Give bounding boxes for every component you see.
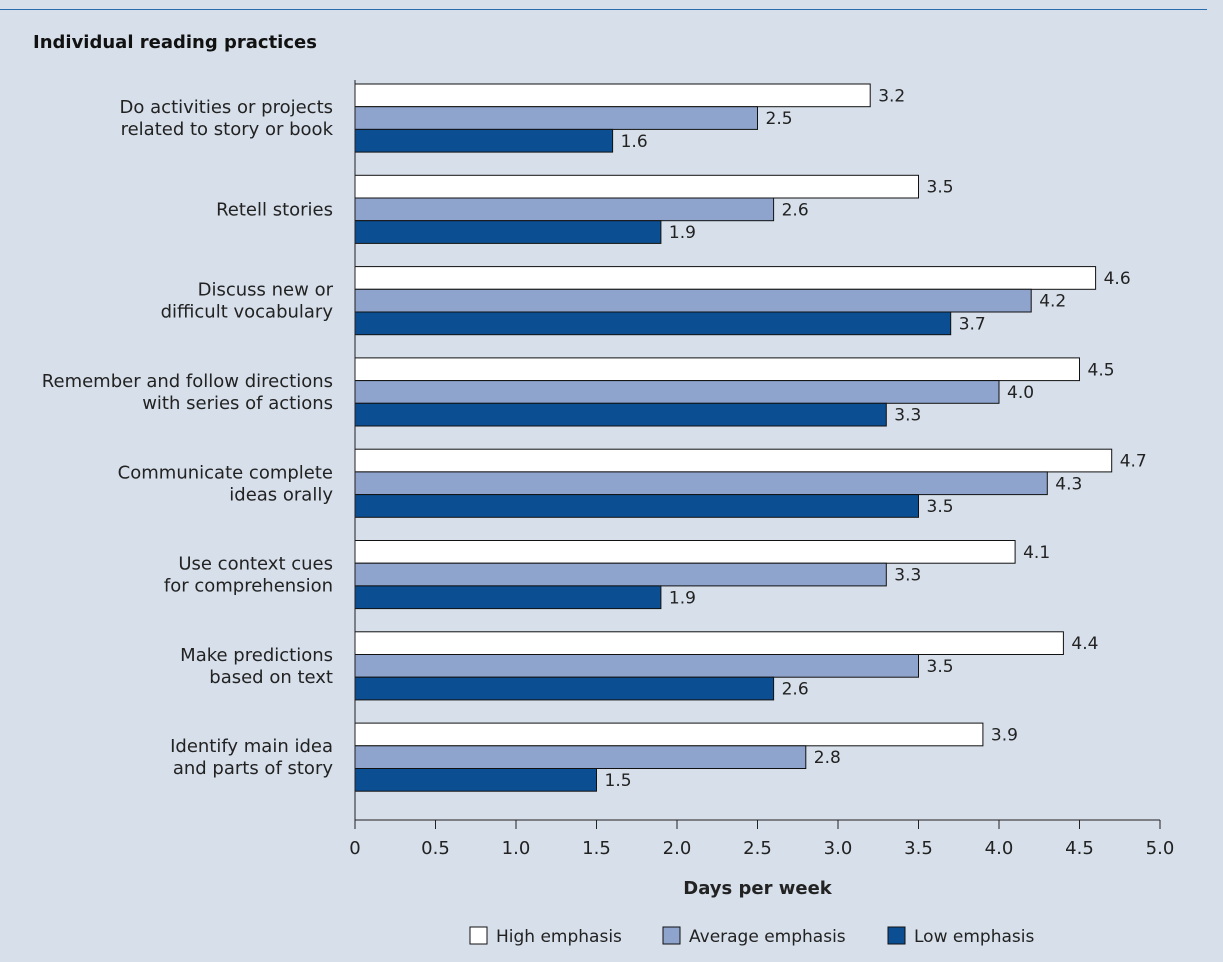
data-label: 2.6: [782, 200, 809, 220]
data-label: 4.4: [1071, 634, 1098, 654]
bar-2-6: [354, 562, 887, 587]
legend-label: Average emphasis: [689, 927, 846, 947]
x-tick-label: 5.0: [1146, 838, 1175, 859]
bar-3-8: [354, 768, 597, 792]
bar-2-8: [354, 745, 807, 769]
category-label: related to story or book: [121, 119, 334, 140]
bar-3-6: [354, 585, 662, 610]
data-label: 3.7: [959, 314, 986, 334]
bar-1-1: [354, 83, 871, 108]
x-tick-label: 3.5: [904, 838, 933, 859]
category-label: with series of actions: [142, 393, 333, 414]
data-label: 2.5: [766, 109, 793, 129]
bar-3-2: [354, 220, 662, 244]
category-label: ideas orally: [229, 484, 333, 505]
category-label: Retell stories: [216, 199, 333, 220]
bar-3-5: [354, 494, 919, 518]
bar-1-4: [354, 357, 1080, 382]
bar-2-4: [354, 380, 1000, 404]
legend-label: High emphasis: [496, 927, 622, 947]
data-label: 4.0: [1007, 383, 1034, 403]
bar-2-5: [354, 471, 1048, 496]
legend-label: Low emphasis: [914, 927, 1034, 947]
category-label: Make predictions: [180, 645, 333, 666]
bar-3-7: [354, 676, 775, 701]
bar-3-3: [354, 311, 952, 336]
x-tick-label: 4.0: [985, 838, 1014, 859]
x-tick-label: 3.0: [824, 838, 853, 859]
data-label: 4.2: [1039, 292, 1066, 312]
x-tick-label: 4.5: [1065, 838, 1094, 859]
bar-1-5: [354, 448, 1113, 473]
data-label: 4.5: [1088, 360, 1115, 380]
bar-3-1: [354, 128, 614, 153]
data-label: 3.5: [927, 497, 954, 517]
data-label: 4.1: [1023, 543, 1050, 563]
data-label: 2.6: [782, 680, 809, 700]
data-label: 3.3: [894, 406, 921, 426]
data-label: 3.5: [927, 178, 954, 198]
data-label: 1.6: [621, 132, 648, 152]
data-label: 3.3: [894, 566, 921, 586]
x-tick-label: 2.5: [743, 838, 772, 859]
bar-2-3: [354, 288, 1032, 313]
category-label: Identify main idea: [170, 736, 333, 757]
data-label: 2.8: [814, 748, 841, 768]
x-tick-label: 0: [349, 838, 360, 859]
bar-1-7: [354, 631, 1064, 655]
top-rule: [0, 9, 1207, 10]
data-label: 3.5: [927, 657, 954, 677]
bar-1-2: [354, 174, 919, 199]
category-label: based on text: [209, 667, 333, 688]
chart-title: Individual reading practices: [33, 32, 317, 53]
data-label: 4.7: [1120, 452, 1147, 472]
x-tick-label: 1.5: [582, 838, 611, 859]
category-label: Use context cues: [178, 554, 333, 575]
category-label: for comprehension: [164, 576, 333, 597]
category-label: Remember and follow directions: [42, 371, 333, 392]
data-label: 3.2: [878, 86, 905, 106]
legend-swatch: [662, 926, 681, 945]
data-label: 1.9: [669, 588, 696, 608]
category-label: difficult vocabulary: [161, 302, 334, 323]
category-label: Discuss new or: [198, 280, 334, 301]
data-label: 1.5: [605, 771, 632, 791]
category-label: and parts of story: [173, 758, 334, 779]
x-tick-label: 1.0: [502, 838, 531, 859]
data-label: 4.3: [1055, 474, 1082, 494]
category-label: Do activities or projects: [120, 97, 333, 118]
data-label: 3.9: [991, 725, 1018, 745]
bar-2-7: [354, 654, 919, 678]
legend-swatch: [887, 926, 906, 945]
bar-2-1: [354, 106, 758, 130]
bar-2-2: [354, 197, 775, 222]
x-tick-label: 0.5: [421, 838, 450, 859]
legend-swatch: [469, 926, 488, 945]
category-label: Communicate complete: [118, 462, 333, 483]
x-axis-title: Days per week: [683, 878, 833, 899]
bar-1-3: [354, 266, 1097, 290]
x-tick-label: 2.0: [663, 838, 692, 859]
data-label: 4.6: [1104, 269, 1131, 289]
bar-1-8: [354, 722, 984, 747]
data-label: 1.9: [669, 223, 696, 243]
bar-3-4: [354, 402, 887, 427]
bar-1-6: [354, 540, 1016, 564]
